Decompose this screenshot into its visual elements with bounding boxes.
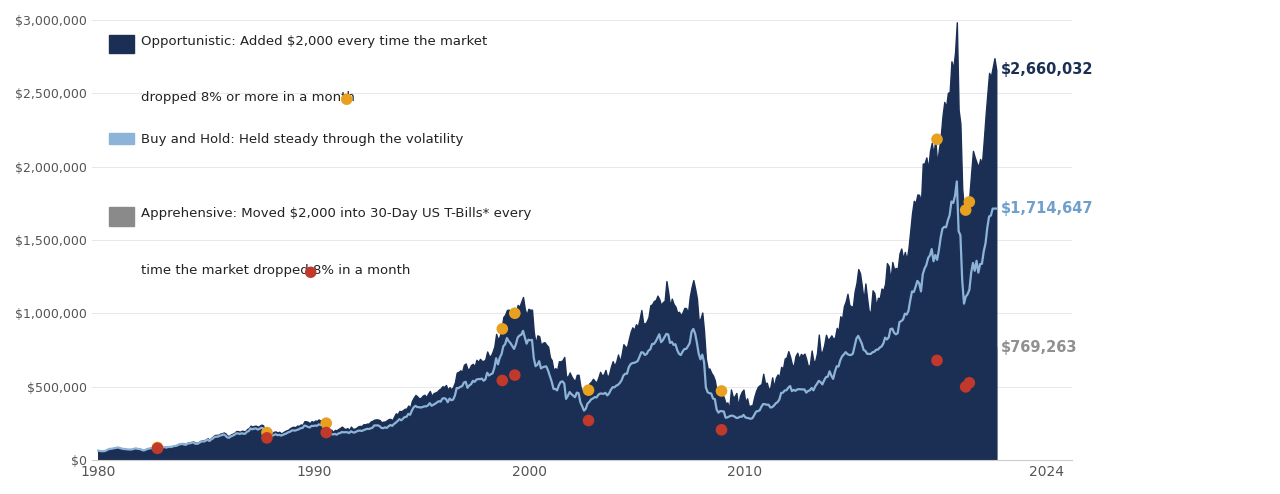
Point [712, 426, 732, 434]
Point [579, 386, 599, 394]
Text: ●: ● [339, 91, 352, 106]
Point [927, 357, 947, 365]
Point [955, 383, 975, 391]
Point [257, 429, 278, 437]
Point [959, 198, 979, 206]
Point [147, 444, 168, 452]
Point [147, 445, 168, 453]
Point [579, 416, 599, 424]
Text: dropped 8% or more in a month: dropped 8% or more in a month [141, 91, 355, 104]
Point [712, 387, 732, 395]
Text: $769,263: $769,263 [1001, 340, 1076, 355]
Text: time the market dropped 8% in a month: time the market dropped 8% in a month [141, 264, 410, 277]
Point [316, 429, 337, 437]
Point [955, 206, 975, 214]
Point [492, 325, 512, 333]
Point [492, 376, 512, 384]
Text: Buy and Hold: Held steady through the volatility: Buy and Hold: Held steady through the vo… [141, 133, 463, 146]
Text: $1,714,647: $1,714,647 [1001, 201, 1093, 216]
Point [504, 371, 525, 379]
Point [504, 309, 525, 317]
Text: Apprehensive: Moved $2,000 into 30-Day US T-Bills* every: Apprehensive: Moved $2,000 into 30-Day U… [141, 207, 531, 220]
Text: $2,660,032: $2,660,032 [1001, 62, 1093, 78]
Point [257, 434, 278, 442]
Text: Opportunistic: Added $2,000 every time the market: Opportunistic: Added $2,000 every time t… [141, 35, 488, 47]
Point [959, 379, 979, 387]
Text: ●: ● [303, 264, 316, 279]
Point [316, 419, 337, 427]
Point [927, 135, 947, 143]
